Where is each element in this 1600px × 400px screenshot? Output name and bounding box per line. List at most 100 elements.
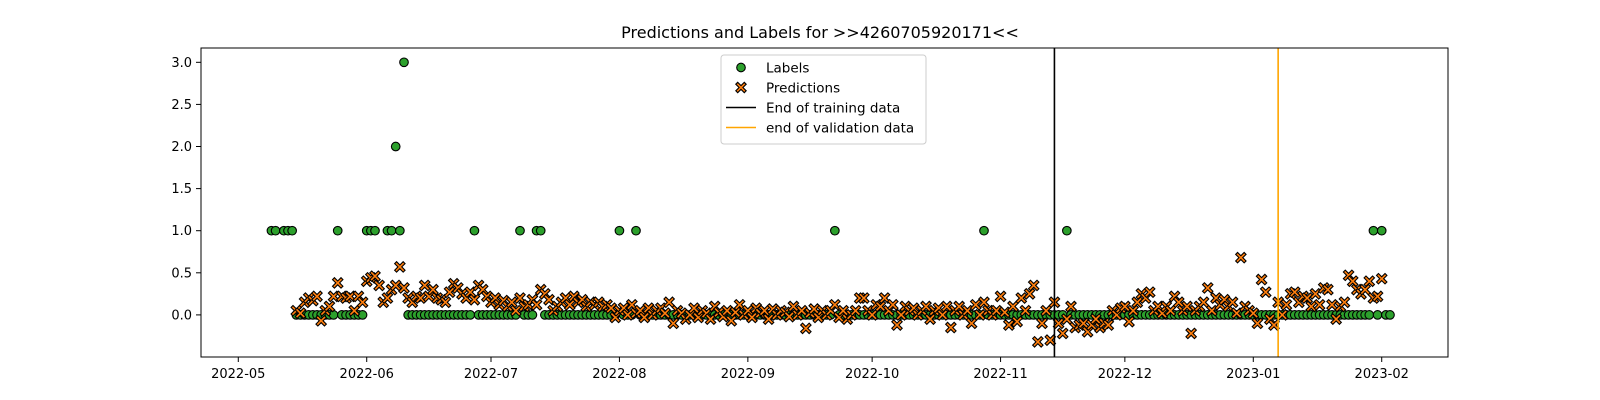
prediction-point — [895, 308, 908, 321]
x-tick-label: 2022-07 — [464, 367, 518, 382]
prediction-point — [439, 296, 452, 309]
prediction-point — [1040, 304, 1053, 317]
label-point — [979, 225, 989, 236]
prediction-point — [1280, 298, 1293, 311]
prediction-point — [468, 293, 481, 306]
prediction-point — [1375, 272, 1388, 285]
y-tick-label: 2.0 — [171, 140, 192, 155]
label-point — [1062, 225, 1072, 236]
prediction-point — [1015, 292, 1028, 305]
prediction-point — [1255, 273, 1268, 286]
prediction-point — [1164, 304, 1177, 317]
legend-predictions-marker — [735, 81, 747, 94]
prediction-point — [1268, 319, 1280, 331]
label-point — [328, 310, 339, 320]
label-point — [370, 225, 380, 236]
prediction-point — [331, 276, 344, 289]
label-point — [399, 57, 409, 68]
prediction-point — [1276, 308, 1289, 321]
x-tick-label: 2023-02 — [1355, 367, 1409, 382]
prediction-point — [849, 304, 862, 317]
prediction-point — [1027, 279, 1040, 292]
x-tick-label: 2022-12 — [1098, 367, 1152, 382]
prediction-point — [381, 292, 394, 305]
prediction-point — [891, 319, 903, 331]
label-point — [386, 225, 397, 236]
label-point — [535, 225, 546, 236]
prediction-point — [638, 311, 651, 324]
prediction-point — [936, 308, 949, 321]
prediction-point — [746, 311, 758, 324]
label-point — [1385, 310, 1395, 320]
y-tick-label: 1.5 — [171, 182, 192, 197]
prediction-point — [1363, 275, 1376, 288]
prediction-point — [1330, 313, 1343, 326]
prediction-point — [1143, 286, 1156, 299]
axes-frame — [200, 47, 1449, 358]
y-tick-label: 2.5 — [171, 98, 192, 113]
x-tick-label: 2022-10 — [845, 367, 899, 382]
prediction-point — [398, 281, 410, 294]
axes: 2022-05 2022-06 2022-07 2022-08 2022-09 2022-… — [171, 47, 1449, 382]
prediction-point — [356, 296, 369, 309]
legend-box — [720, 54, 927, 145]
prediction-point — [1301, 292, 1314, 305]
y-tick-label: 0.5 — [171, 266, 192, 281]
prediction-point — [530, 298, 543, 311]
prediction-point — [857, 292, 870, 305]
prediction-point — [505, 296, 518, 309]
label-point — [1372, 310, 1383, 320]
prediction-point — [1052, 317, 1065, 330]
prediction-point — [1123, 315, 1135, 328]
prediction-point — [799, 322, 812, 335]
label-point — [830, 225, 840, 236]
legend-training-text: End of training data — [766, 101, 900, 117]
prediction-point — [1259, 286, 1272, 299]
label-point — [357, 310, 368, 320]
prediction-point — [369, 270, 381, 283]
prediction-point — [1002, 319, 1015, 331]
prediction-point — [373, 279, 386, 292]
prediction-point — [1019, 304, 1032, 317]
prediction-point — [1065, 300, 1077, 313]
prediction-point — [994, 290, 1007, 303]
prediction-point — [1023, 287, 1036, 300]
label-point — [395, 225, 405, 236]
prediction-point — [1044, 334, 1057, 347]
legend-validation-text: end of validation data — [766, 121, 914, 137]
label-point — [1368, 225, 1379, 236]
prediction-point — [509, 304, 522, 317]
prediction-point — [1056, 327, 1069, 340]
x-tick-label: 2022-09 — [721, 367, 775, 382]
prediction-point — [1230, 307, 1243, 320]
x-tick-label: 2022-11 — [973, 367, 1027, 382]
prediction-point — [1031, 335, 1044, 348]
y-tick-label: 0.0 — [171, 308, 192, 323]
prediction-point — [443, 286, 456, 299]
x-tick-label: 2022-05 — [211, 367, 265, 382]
prediction-point — [315, 314, 328, 327]
legend-labels-marker — [736, 62, 746, 73]
label-point — [527, 310, 538, 320]
prediction-point — [393, 260, 406, 273]
prediction-point — [924, 313, 937, 326]
prediction-point — [965, 317, 978, 330]
prediction-point — [762, 313, 775, 326]
prediction-point — [1036, 317, 1048, 330]
label-point — [515, 225, 525, 236]
prediction-point — [1011, 315, 1024, 328]
prediction-point — [667, 317, 680, 330]
prediction-point — [969, 298, 982, 311]
y-tick-label: 3.0 — [171, 56, 192, 71]
prediction-point — [1321, 283, 1334, 296]
prediction-point — [944, 321, 957, 334]
x-tick-label: 2022-06 — [340, 367, 394, 382]
prediction-point — [704, 313, 717, 326]
prediction-point — [1234, 251, 1247, 264]
y-tick-label: 1.0 — [171, 224, 192, 239]
legend-labels-text: Labels — [766, 61, 809, 77]
prediction-point — [725, 314, 738, 327]
prediction-point — [1185, 327, 1198, 340]
prediction-point — [978, 296, 990, 309]
prediction-point — [973, 308, 986, 321]
